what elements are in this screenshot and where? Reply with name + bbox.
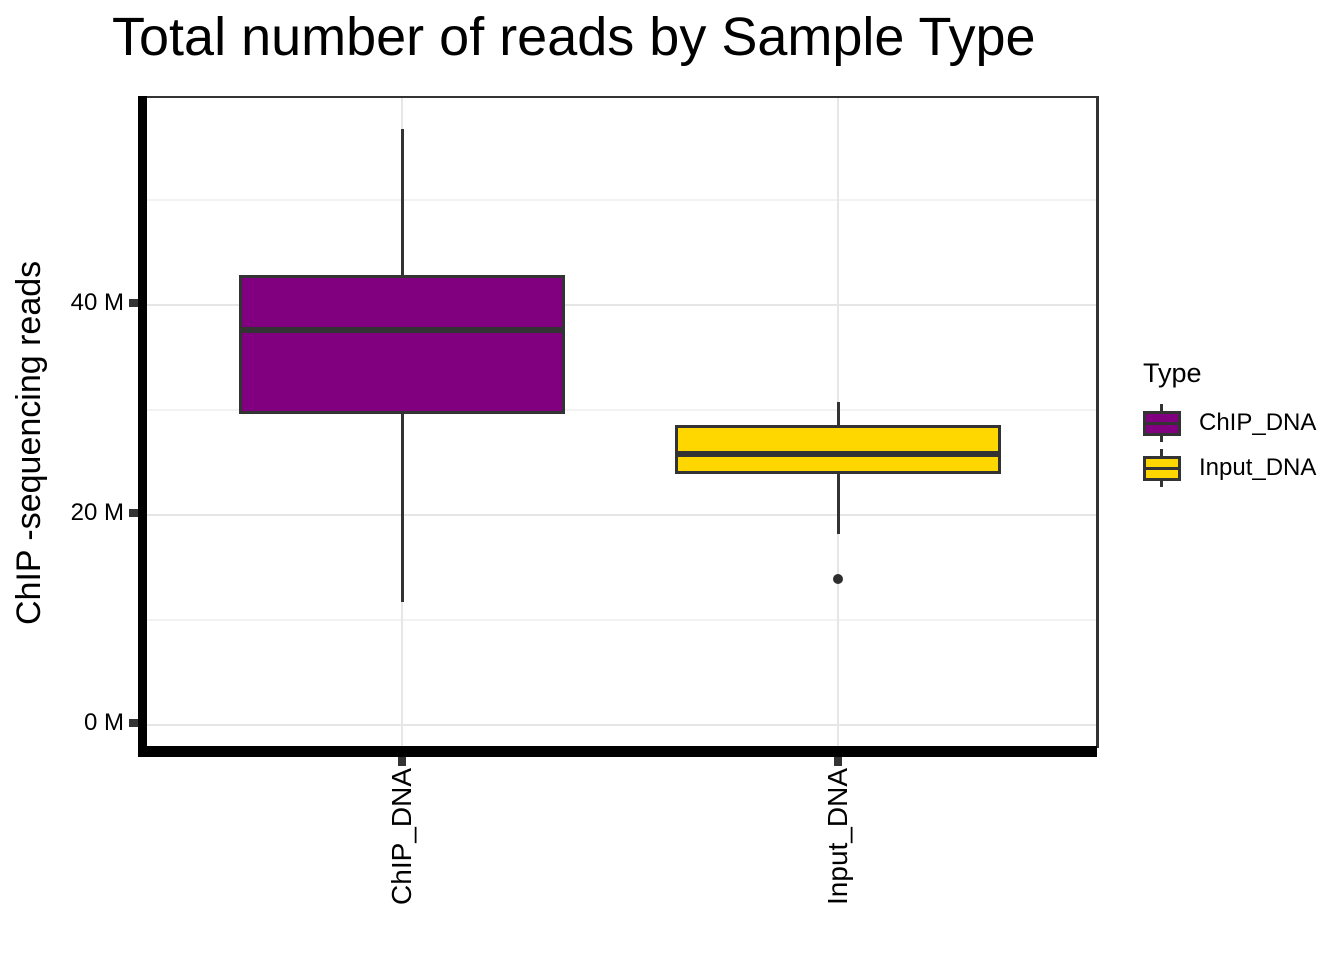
gridline-major-h (147, 304, 1096, 306)
boxplot-glyph-icon (1143, 446, 1181, 490)
median-Input_DNA (675, 451, 1001, 458)
y-tick-mark (129, 719, 138, 727)
gridline-minor-h (147, 199, 1096, 201)
x-tick-label-ChIP_DNA: ChIP_DNA (386, 768, 417, 905)
box-Input_DNA (675, 424, 1001, 475)
gridline-major-h (147, 724, 1096, 726)
x-axis-line (138, 746, 1097, 757)
plot-panel (147, 96, 1099, 748)
whisker-upper-ChIP_DNA (400, 128, 404, 275)
legend-label-chip-dna: ChIP_DNA (1199, 409, 1317, 436)
legend-key-chip-dna: ChIP_DNA (1143, 401, 1316, 445)
legend-label-input-dna: Input_DNA (1199, 454, 1317, 481)
gridline-major-h (147, 514, 1096, 516)
y-tick-label: 40 M (70, 289, 124, 316)
x-tick-label-Input_DNA: Input_DNA (822, 768, 853, 905)
box-ChIP_DNA (239, 274, 565, 415)
boxplot-glyph-icon (1143, 401, 1181, 445)
legend-title: Type (1143, 358, 1202, 388)
whisker-upper-Input_DNA (836, 401, 840, 425)
y-tick-label: 0 M (83, 709, 124, 736)
chart-title: Total number of reads by Sample Type (112, 7, 1036, 67)
gridline-minor-h (147, 409, 1096, 411)
whisker-lower-Input_DNA (836, 474, 840, 534)
y-axis-line (138, 96, 147, 757)
x-tick-mark (834, 757, 842, 766)
y-tick-mark (129, 299, 138, 307)
median-ChIP_DNA (239, 327, 565, 334)
y-tick-label: 20 M (70, 499, 124, 526)
y-tick-mark (129, 509, 138, 517)
x-tick-mark (398, 757, 406, 766)
outlier-point-Input_DNA (833, 574, 843, 585)
gridline-minor-h (147, 619, 1096, 621)
whisker-lower-ChIP_DNA (400, 414, 404, 603)
legend-key-input-dna: Input_DNA (1143, 446, 1316, 490)
